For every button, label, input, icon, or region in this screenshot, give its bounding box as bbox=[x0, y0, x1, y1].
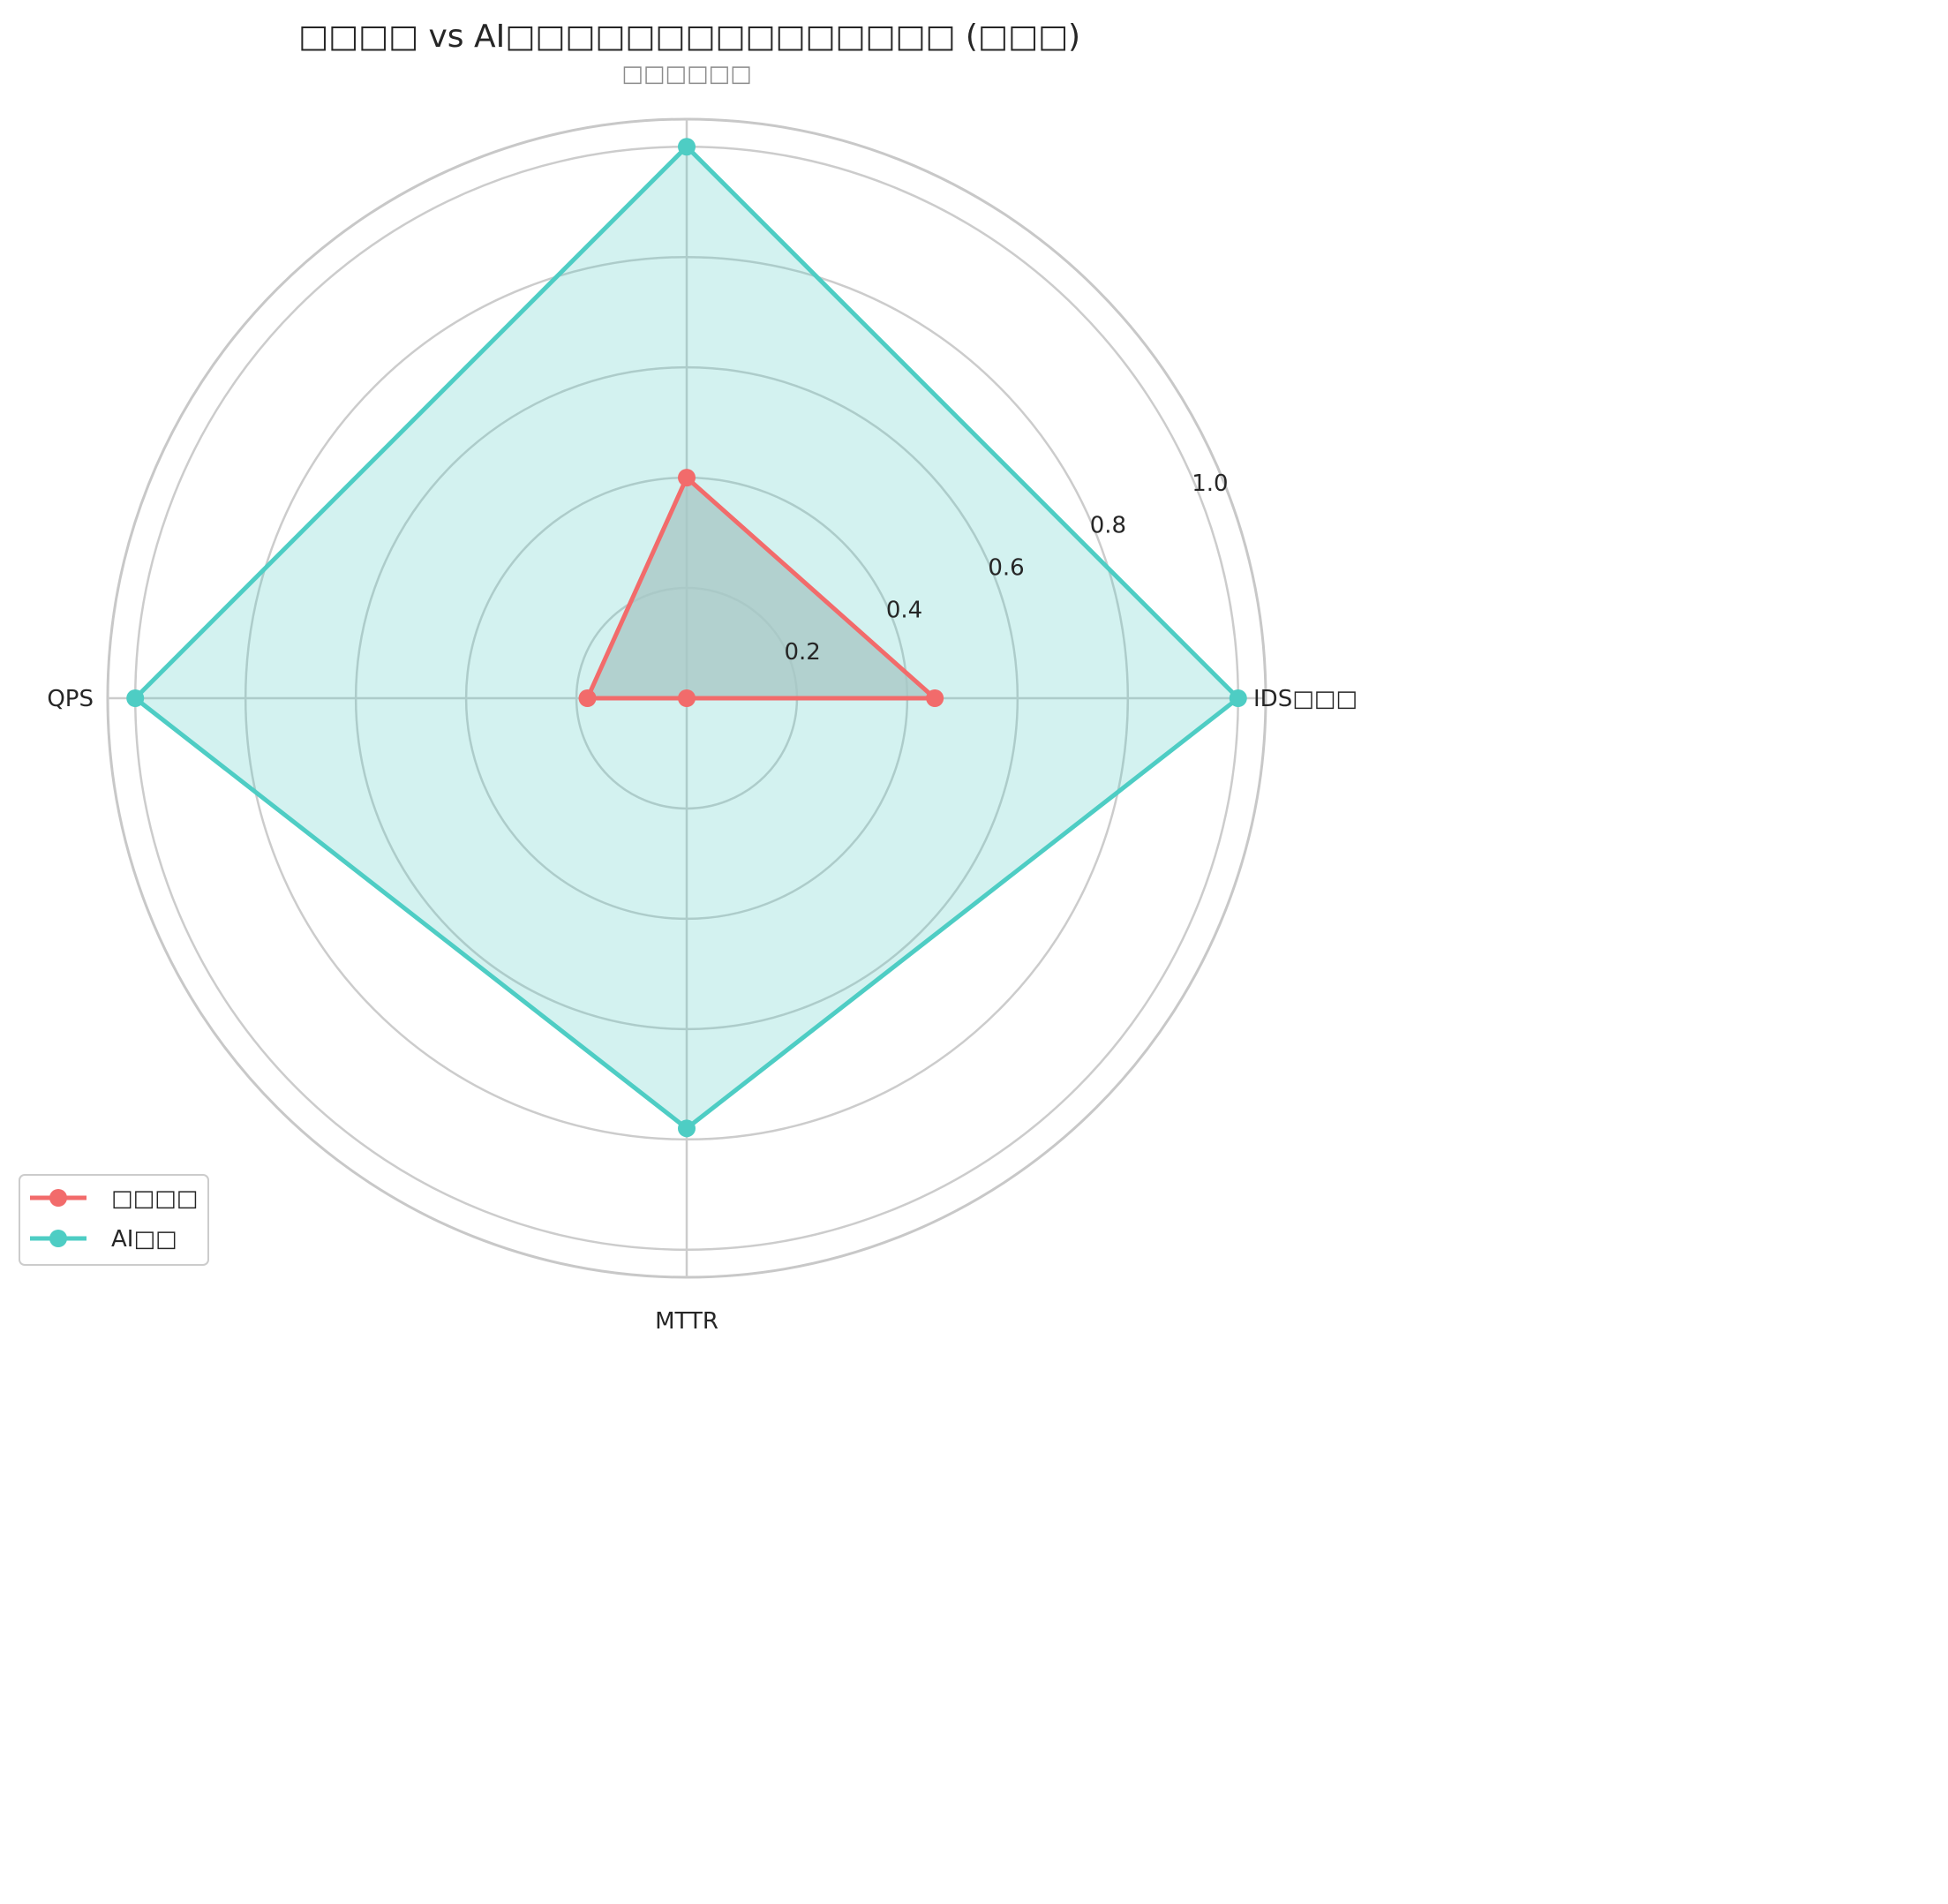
series-point bbox=[678, 689, 696, 707]
series-point bbox=[126, 689, 145, 707]
chart-subtitle: □□□□□□ bbox=[621, 61, 751, 87]
axis-label: QPS bbox=[47, 686, 94, 712]
legend-marker bbox=[49, 1189, 67, 1207]
chart-title: □□□□ vs AI□□□□□□□□□□□□□□□ (□□□) bbox=[298, 19, 1080, 55]
radial-tick-labels: 0.2 0.4 0.6 0.8 1.0 bbox=[784, 470, 1228, 666]
series-point bbox=[1229, 689, 1247, 707]
axis-label: IDS□□□ bbox=[1253, 686, 1358, 712]
series-fill-0 bbox=[587, 478, 936, 698]
series-point bbox=[678, 138, 696, 156]
series-fill-1 bbox=[135, 147, 1238, 1129]
axis-label: MTTR bbox=[655, 1308, 718, 1335]
radar-chart: □□□□ vs AI□□□□□□□□□□□□□□□ (□□□) □□□□□□ I… bbox=[19, 19, 1358, 1335]
radial-tick-label: 0.8 bbox=[1090, 513, 1126, 539]
legend-entry: AI□□ bbox=[111, 1226, 177, 1253]
series-point bbox=[678, 1119, 696, 1138]
legend-entry: □□□□ bbox=[111, 1185, 198, 1212]
legend: □□□□ AI□□ bbox=[19, 1174, 209, 1266]
radial-tick-label: 0.6 bbox=[988, 555, 1024, 582]
radial-tick-label: 0.4 bbox=[886, 597, 922, 623]
legend-marker bbox=[49, 1230, 67, 1247]
axis-labels: IDS□□□ QPS MTTR bbox=[47, 686, 1358, 1335]
series-layer bbox=[126, 138, 1247, 1138]
series-point bbox=[678, 469, 696, 487]
radial-tick-label: 0.2 bbox=[784, 639, 820, 666]
radial-tick-label: 1.0 bbox=[1192, 470, 1228, 497]
series-point bbox=[578, 689, 597, 707]
series-point bbox=[926, 689, 944, 707]
